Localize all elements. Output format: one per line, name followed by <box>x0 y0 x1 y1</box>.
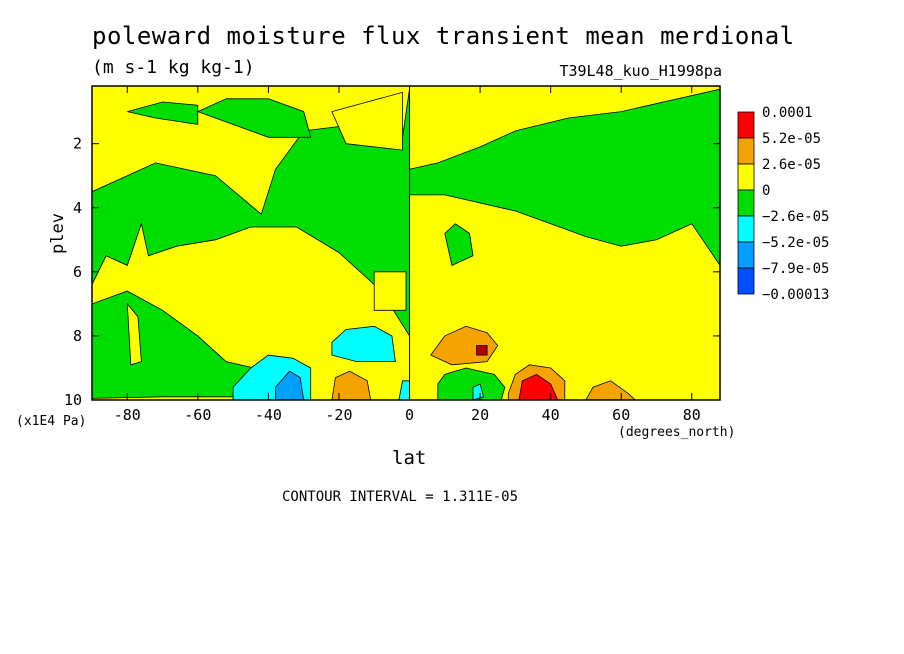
contour-region-15 <box>437 367 506 400</box>
contour-region-4 <box>373 271 407 311</box>
legend-label: −7.9e-05 <box>762 261 829 277</box>
contour-region-3 <box>126 302 142 366</box>
legend-swatch-cyan <box>737 215 755 243</box>
x-tick-label: -60 <box>184 406 211 424</box>
y-tick-label: 2 <box>73 135 82 153</box>
y-tick-label: 8 <box>73 327 82 345</box>
x-tick-label: -80 <box>114 406 141 424</box>
legend-swatch-green <box>737 189 755 217</box>
legend-swatch-lightblue <box>737 241 755 269</box>
legend-label: 0 <box>762 183 770 199</box>
legend-label: 2.6e-05 <box>762 157 821 173</box>
contour-interval-note: CONTOUR INTERVAL = 1.311E-05 <box>282 489 519 505</box>
y-tick-label: 6 <box>73 263 82 281</box>
contour-region-20 <box>196 98 312 138</box>
y-axis-units: (x1E4 Pa) <box>16 414 87 429</box>
y-tick-label: 4 <box>73 199 82 217</box>
chart-title: poleward moisture flux transient mean me… <box>92 22 795 50</box>
x-tick-label: 0 <box>405 406 414 424</box>
legend-label: 5.2e-05 <box>762 131 821 147</box>
x-axis-label: lat <box>392 447 427 469</box>
x-tick-label: 60 <box>612 406 630 424</box>
x-tick-label: -20 <box>325 406 352 424</box>
legend-label: −2.6e-05 <box>762 209 829 225</box>
contour-region-19 <box>585 380 636 400</box>
legend-swatch-orange <box>737 137 755 165</box>
x-tick-label: 80 <box>683 406 701 424</box>
case-label: T39L48_kuo_H1998pa <box>559 62 722 80</box>
contour-region-18 <box>518 373 559 400</box>
x-tick-label: -40 <box>255 406 282 424</box>
contour-region-9 <box>275 370 305 400</box>
legend-label: 0.0001 <box>762 105 813 121</box>
x-tick-label: 40 <box>542 406 560 424</box>
legend-swatch-yellow <box>737 163 755 191</box>
contour-region-1 <box>92 88 720 338</box>
legend-label: −0.00013 <box>762 287 829 303</box>
contour-region-14 <box>476 345 488 356</box>
contour-region-7 <box>127 101 199 125</box>
contour-region-16 <box>472 383 485 400</box>
legend-label: −5.2e-05 <box>762 235 829 251</box>
plot-frame <box>91 85 721 401</box>
legend-swatch-red <box>737 111 755 139</box>
x-tick-label: 20 <box>471 406 489 424</box>
contour-region-10 <box>331 325 396 363</box>
x-axis-units: (degrees_north) <box>618 425 736 440</box>
contour-region-11 <box>331 370 372 400</box>
contour-region-6 <box>444 223 474 266</box>
legend-swatch-blue <box>737 267 755 295</box>
y-tick-label: 10 <box>64 391 82 409</box>
chart-units-subtitle: (m s-1 kg kg-1) <box>92 57 255 78</box>
contour-region-5 <box>331 91 403 151</box>
